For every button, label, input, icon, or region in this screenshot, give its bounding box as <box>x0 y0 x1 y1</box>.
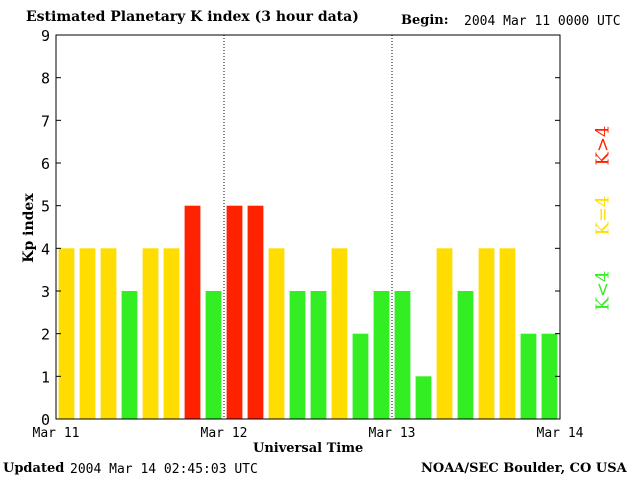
y-tick-label: 6 <box>41 155 50 173</box>
kp-bar <box>226 205 243 419</box>
kp-bar <box>541 333 558 419</box>
kp-bar <box>247 205 264 419</box>
kp-bar <box>499 248 516 419</box>
kp-bar <box>121 291 138 419</box>
y-tick-label: 4 <box>41 240 50 258</box>
kp-chart: 0 1 2 3 4 5 6 7 8 9 Mar 11 Mar 12 Mar 13 Mar 14 <box>33 27 584 441</box>
begin-value: 2004 Mar 11 0000 UTC <box>464 14 621 29</box>
kp-bar <box>289 291 306 419</box>
y-tick-label: 3 <box>41 283 50 301</box>
kp-bar <box>100 248 117 419</box>
legend-k-equal-4: K=4 <box>592 195 614 236</box>
y-tick-label: 5 <box>41 198 50 216</box>
kp-bar <box>520 333 537 419</box>
y-tick-label: 9 <box>41 27 50 45</box>
y-tick-label: 7 <box>41 112 50 130</box>
kp-bar <box>415 376 432 419</box>
x-tick-label: Mar 14 <box>537 426 584 441</box>
x-axis-label: Universal Time <box>253 441 364 456</box>
plot-frame <box>55 34 561 420</box>
updated-value: 2004 Mar 14 02:45:03 UTC <box>70 462 258 477</box>
chart-title: Estimated Planetary K index (3 hour data… <box>26 9 359 25</box>
kp-bar <box>457 291 474 419</box>
legend-k-greater-4: K>4 <box>592 125 614 166</box>
y-tick-label: 2 <box>41 326 50 344</box>
kp-bar <box>142 248 159 419</box>
x-tick-label: Mar 12 <box>201 426 248 441</box>
kp-bar <box>268 248 285 419</box>
y-tick-label: 8 <box>41 70 50 88</box>
begin-label: Begin: <box>401 13 449 28</box>
kp-bar <box>478 248 495 419</box>
kp-bar <box>79 248 96 419</box>
kp-bar <box>373 291 390 419</box>
source-credit: NOAA/SEC Boulder, CO USA <box>421 461 627 476</box>
x-tick-label: Mar 13 <box>369 426 416 441</box>
y-tick-label: 1 <box>41 368 50 386</box>
updated-label: Updated <box>3 461 65 476</box>
kp-bar <box>205 291 222 419</box>
kp-bar <box>184 205 201 419</box>
x-tick-label: Mar 11 <box>33 426 80 441</box>
kp-bar <box>58 248 75 419</box>
kp-bar <box>310 291 327 419</box>
legend-k-less-4: K<4 <box>592 270 614 311</box>
y-tick-label: 0 <box>41 411 50 429</box>
kp-bar <box>331 248 348 419</box>
kp-bar <box>163 248 180 419</box>
kp-bar <box>352 333 369 419</box>
kp-bar <box>394 291 411 419</box>
kp-bar <box>436 248 453 419</box>
